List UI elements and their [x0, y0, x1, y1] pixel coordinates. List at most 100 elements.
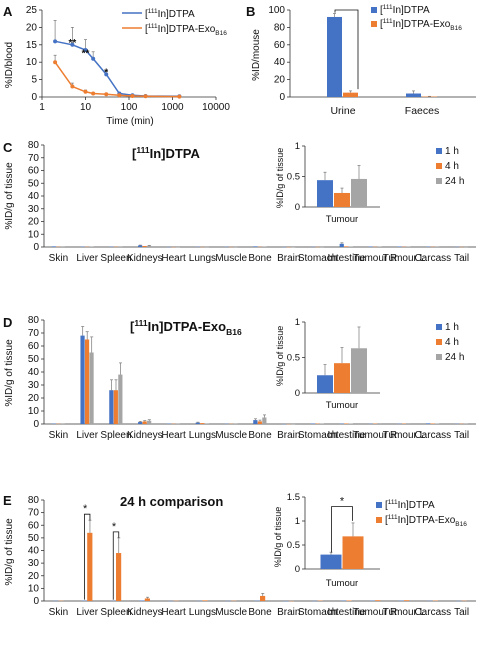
panel-a-series-line-0 [54, 40, 180, 98]
legend-d-24h: 24 h [445, 352, 464, 363]
panelC-bar [51, 246, 56, 247]
panel-a-point [177, 94, 182, 99]
legend-swatch-dtpa [371, 7, 377, 13]
panelE-ytick-label: 40 [28, 546, 40, 557]
panelD-tissue-label: Carcass [414, 430, 451, 441]
panelD-bar [142, 421, 147, 424]
panelC-tissue-label: Tumour R [353, 253, 397, 264]
panel-a-ytick-label: 10 [26, 57, 38, 68]
panelE-tissue-label: Carcass [414, 607, 451, 618]
panel-a-point [83, 89, 88, 94]
panel-b-ytick-label: 100 [268, 5, 285, 16]
panelC-ytick-label: 40 [28, 191, 40, 202]
panelD-tissue-label: Brain [277, 430, 300, 441]
panelC-inset-ytick-label: 0.5 [287, 172, 300, 183]
panelD-ytick-label: 30 [28, 380, 40, 391]
panelE-ytick-label: 20 [28, 571, 40, 582]
panel-e-sig-0-bracket [84, 513, 91, 600]
panel-b-category-label: Urine [330, 105, 355, 117]
panelE-inset-bar [320, 554, 342, 569]
panel-a-significance: ** [82, 49, 90, 60]
panelC-inset-bar [317, 180, 333, 207]
panelE-inset-ytick-label: 1 [295, 516, 300, 527]
panelE-tissue-label: Tumour R [353, 607, 397, 618]
panelD-bar [310, 423, 316, 424]
panelC-ytick-label: 80 [28, 140, 40, 151]
panelE-tissue-label: Intestine [327, 607, 365, 618]
panel-d-title: [111In]DTPA-ExoB16 [130, 318, 242, 337]
panel-a-chart: %ID/blood Time (min) [111In]DTPA [111In]… [4, 5, 230, 127]
panelE-inset-ytick-label: 0.5 [287, 540, 300, 551]
panelE-ytick-label: 10 [28, 583, 40, 594]
panelD-tissue-label: Tail [454, 430, 469, 441]
panel-a-point [104, 72, 109, 77]
panel-a-point [130, 93, 135, 98]
panelC-bar [138, 245, 143, 247]
panel-a-point [91, 91, 96, 96]
panelD-ytick-label: 0 [33, 419, 39, 430]
panelD-bar [118, 374, 123, 424]
panelE-tissue-label: Stomach [298, 607, 337, 618]
panelD-bar [84, 339, 90, 424]
panel-e-ylabel: %ID/g of tissue [4, 518, 15, 586]
panelC-bar [397, 246, 402, 247]
panelC-ytick-label: 30 [28, 204, 40, 215]
panel-c-chart: %ID/g of tissue [111In]DTPA 1 h 4 h 24 h… [4, 140, 476, 264]
panel-a-point [53, 39, 58, 44]
panelC-tissue-label: Muscle [215, 253, 247, 264]
legend-swatch-1h [436, 324, 442, 330]
panelD-tissue-label: Kidneys [127, 430, 163, 441]
panelE-tissue-label: Lungs [189, 607, 216, 618]
panelD-bar [262, 417, 267, 424]
panelD-tissue-label: Skin [49, 430, 68, 441]
panelD-tissue-label: Tumour R [353, 430, 397, 441]
panelD-bar [138, 422, 143, 424]
panelD-bar [257, 421, 262, 424]
panel-a-xlabel: Time (min) [106, 116, 153, 127]
panelC-bar [142, 245, 147, 247]
panelD-bar [426, 423, 431, 424]
legend-swatch-dtpa [376, 502, 382, 508]
panelE-tissue-label: Bone [248, 607, 272, 618]
panelD-tissue-label: Intestine [327, 430, 365, 441]
panelC-tissue-label: Spleen [100, 253, 131, 264]
panel-a-legend: [111In]DTPA [111In]DTPA-ExoB16 [122, 8, 227, 37]
panelE-tissue-label: Heart [161, 607, 186, 618]
panelD-bar [195, 422, 200, 424]
panelD-bar [89, 352, 94, 424]
panel-b-ytick-label: 60 [274, 40, 286, 51]
panelD-ytick-label: 50 [28, 354, 40, 365]
panelC-ytick-label: 0 [33, 242, 39, 253]
panel-e-inset-ylabel: %ID/g of tissue [273, 507, 283, 568]
panelD-bar [200, 423, 205, 424]
panelD-bar [113, 390, 118, 424]
panelD-bar [204, 423, 209, 424]
panel-d-chart: %ID/g of tissue [111In]DTPA-ExoB16 1 h 4… [4, 315, 476, 441]
panel-b-bar [406, 93, 421, 97]
panelD-inset-bar [334, 363, 350, 393]
panelC-ytick-label: 20 [28, 217, 40, 228]
panelD-tissue-label: Stomach [298, 430, 337, 441]
panel-c-inset-xlabel: Tumour [326, 214, 358, 225]
panel-e-significance: * [112, 521, 117, 533]
panel-d-ylabel: %ID/g of tissue [4, 339, 15, 407]
panelD-tissue-label: Heart [161, 430, 186, 441]
panelD-inset-bar [317, 375, 333, 393]
panel-a-point [70, 84, 75, 89]
panelC-ytick-label: 50 [28, 178, 40, 189]
panelE-bar [346, 600, 352, 601]
panelD-bar [109, 390, 114, 424]
panel-a-xtick-label: 1 [39, 102, 45, 113]
panelD-tissue-label: Spleen [100, 430, 131, 441]
panel-b-bar [343, 92, 358, 97]
panel-d-inset-ylabel: %ID/g of tissue [275, 326, 285, 387]
panelC-tissue-label: Bone [248, 253, 272, 264]
panelC-inset-bar [351, 178, 367, 207]
panel-a-ytick-label: 15 [26, 40, 38, 51]
panel-label-b: B [246, 4, 255, 19]
panel-a-point [53, 60, 58, 65]
panelC-bar [253, 246, 258, 247]
panel-e-inset-xlabel: Tumour [326, 578, 358, 589]
panelC-ytick-label: 10 [28, 229, 40, 240]
panelE-inset-ytick-label: 0 [295, 564, 300, 575]
